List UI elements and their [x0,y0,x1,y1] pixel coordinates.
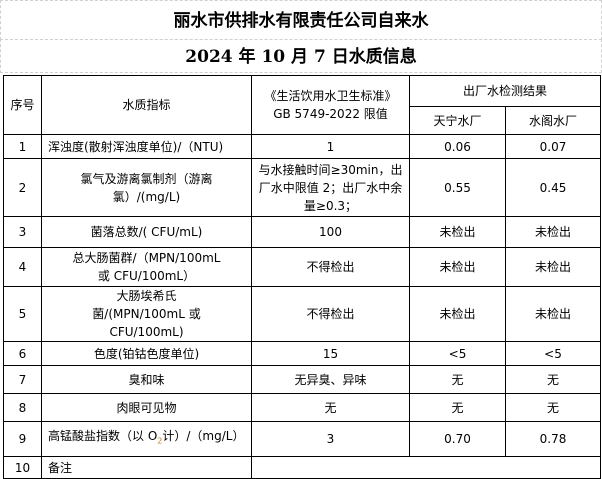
table-row: 2 氯气及游离氯制剂（游离氯）/(mg/L) 与水接触时间≥30min，出厂水中… [3,158,602,217]
row-limit: 1 [251,134,410,159]
header-results: 出厂水检测结果 [408,75,602,107]
row-no: 6 [3,341,42,366]
row-indicator: 氯气及游离氯制剂（游离氯）/(mg/L) [41,158,252,217]
row-limit: 无异臭、异味 [251,365,410,394]
row-result-shuige: 未检出 [504,286,602,342]
indicator-subscript: 2 [157,436,163,446]
row-result-shuige: 0.45 [504,158,602,217]
row-result-shuige: 无 [504,393,602,422]
row-result-tianning: <5 [409,341,506,366]
row-limit: 100 [251,216,410,248]
indicator-text: 高锰酸盐指数（以 O [48,429,158,444]
row-result-tianning: 0.70 [409,421,506,457]
report-date-title: 2024 年 10 月 7 日水质信息 [0,39,602,73]
header-plant-tianning: 天宁水厂 [409,106,506,135]
water-quality-table: 序号 水质指标 《生活饮用水卫生标准》 GB 5749-2022 限值 出厂水检测… [3,75,602,479]
row-result-shuige: 未检出 [504,216,602,248]
table-row: 9 高锰酸盐指数（以 O2计）/（mg/L） 3 0.70 0.78 [3,421,602,457]
row-result-shuige: 0.07 [504,134,602,159]
row-limit: 不得检出 [251,247,410,287]
row-result-tianning: 未检出 [409,216,506,248]
row-no: 10 [3,456,42,479]
row-limit: 3 [251,421,410,457]
row-result-tianning: 未检出 [409,247,506,287]
table-row: 1 浑浊度(散射浑浊度单位)/（NTU) 1 0.06 0.07 [3,134,602,159]
notes-content [250,456,602,479]
row-result-shuige: 无 [504,365,602,394]
row-limit: 无 [251,393,410,422]
row-no: 1 [3,134,42,159]
row-no: 2 [3,158,42,217]
row-indicator: 菌落总数/( CFU/mL) [41,216,252,248]
row-no: 3 [3,216,42,248]
header-standard: 《生活饮用水卫生标准》 GB 5749-2022 限值 [251,75,410,135]
row-result-shuige: 未检出 [504,247,602,287]
header-no: 序号 [3,75,42,135]
table-row: 3 菌落总数/( CFU/mL) 100 未检出 未检出 [3,216,602,248]
company-title: 丽水市供排水有限责任公司自来水 [0,0,602,40]
row-no: 4 [3,247,42,287]
row-result-tianning: 0.06 [409,134,506,159]
notes-label: 备注 [41,456,252,479]
row-limit: 不得检出 [251,286,410,342]
row-no: 5 [3,286,42,342]
row-no: 7 [3,365,42,394]
standard-code: GB 5749-2022 限值 [273,107,388,121]
row-indicator: 高锰酸盐指数（以 O2计）/（mg/L） [41,421,252,457]
row-no: 9 [3,421,42,457]
indicator-unit: 计）/（mg/L） [162,429,245,444]
row-result-tianning: 无 [409,365,506,394]
table-row: 7 臭和味 无异臭、异味 无 无 [3,365,602,394]
row-indicator: 臭和味 [41,365,252,394]
row-result-tianning: 未检出 [409,286,506,342]
row-indicator: 色度(铂钴色度单位) [41,341,252,366]
row-no: 8 [3,393,42,422]
standard-name: 《生活饮用水卫生标准》 [264,89,397,103]
row-limit: 与水接触时间≥30min，出厂水中限值 2；出厂水中余量≥0.3； [251,158,410,217]
header-plant-shuige: 水阁水厂 [504,106,602,135]
table-row-notes: 10 备注 [3,456,602,479]
row-indicator: 总大肠菌群/（MPN/100mL 或 CFU/100mL） [41,247,252,287]
table-row: 4 总大肠菌群/（MPN/100mL 或 CFU/100mL） 不得检出 未检出… [3,247,602,287]
row-result-shuige: <5 [504,341,602,366]
table-row: 6 色度(铂钴色度单位) 15 <5 <5 [3,341,602,366]
row-result-shuige: 0.78 [504,421,602,457]
row-limit: 15 [251,341,410,366]
row-result-tianning: 无 [409,393,506,422]
row-indicator: 肉眼可见物 [41,393,252,422]
row-indicator: 大肠埃希氏菌/(MPN/100mL 或 CFU/100mL) [41,286,252,342]
header-indicator: 水质指标 [41,75,252,135]
row-result-tianning: 0.55 [409,158,506,217]
table-row: 5 大肠埃希氏菌/(MPN/100mL 或 CFU/100mL) 不得检出 未检… [3,286,602,342]
table-row: 8 肉眼可见物 无 无 无 [3,393,602,422]
row-indicator: 浑浊度(散射浑浊度单位)/（NTU) [41,134,252,159]
